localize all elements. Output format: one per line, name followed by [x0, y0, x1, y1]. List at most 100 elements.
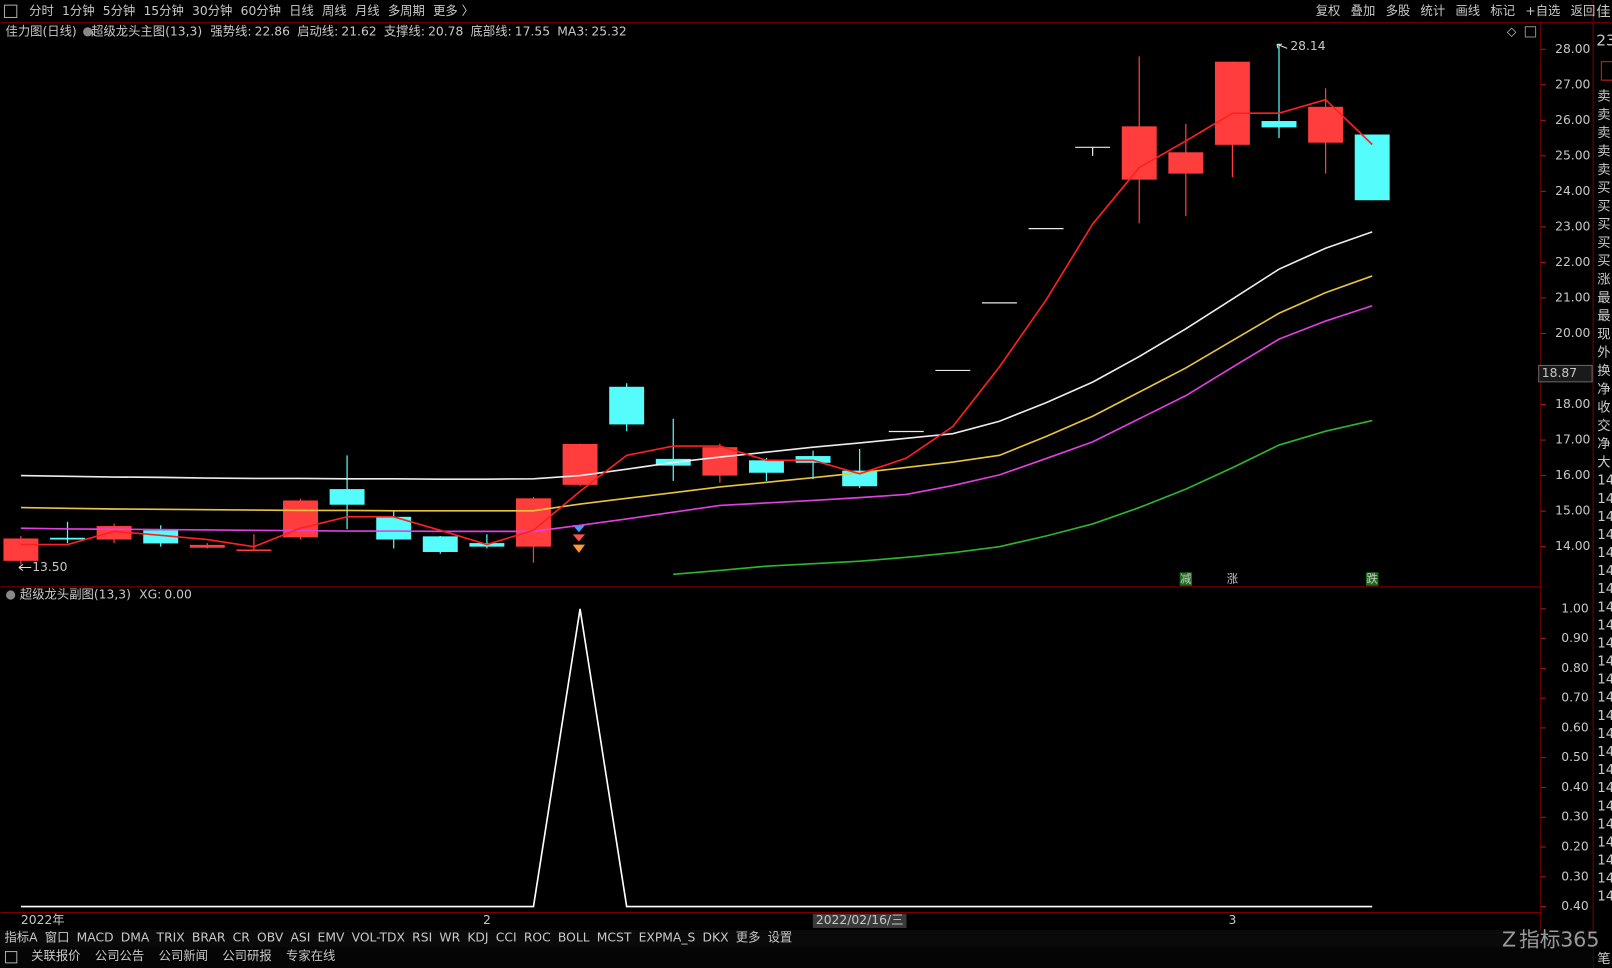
legend-value: 21.62 [341, 24, 376, 38]
indicator-tab[interactable]: MCST [597, 931, 632, 945]
side-label: 外 [1597, 345, 1610, 361]
side-number: 14 [1597, 799, 1612, 814]
tool-button[interactable]: 统计 [1421, 4, 1446, 18]
indicator-tab[interactable]: OBV [257, 931, 284, 945]
indicator-name: 超级龙头主图(13,3) [91, 23, 202, 38]
indicator-icon[interactable] [83, 27, 93, 37]
tool-button[interactable]: 叠加 [1351, 4, 1376, 18]
side-number: 14 [1597, 872, 1612, 887]
period-tab[interactable]: 周线 [322, 4, 347, 18]
link-icon[interactable] [4, 951, 18, 964]
indicator-tab[interactable]: 设置 [768, 931, 793, 945]
period-tab[interactable]: 月线 [355, 4, 380, 18]
period-tab[interactable]: 更多 〉 [433, 4, 474, 18]
side-label: 卖 [1597, 125, 1610, 141]
candle-body [516, 498, 551, 547]
tool-button[interactable]: 返回 [1571, 4, 1596, 18]
y-tick-label: 15.00 [1555, 504, 1590, 518]
tool-button[interactable]: 标记 [1490, 4, 1515, 18]
side-label: 卖 [1597, 162, 1610, 178]
period-tab[interactable]: 15分钟 [143, 3, 183, 18]
side-label: 收 [1597, 400, 1610, 416]
indicator-tab[interactable]: DKX [703, 931, 730, 945]
tab-bar [0, 929, 1594, 948]
y-tick-label: 17.00 [1555, 433, 1590, 447]
menu-icon[interactable] [3, 4, 18, 18]
indicator-tab[interactable]: DMA [121, 931, 150, 945]
side-number: 14 [1597, 564, 1612, 579]
y-tick-label: 18.00 [1555, 397, 1590, 411]
indicator-tab[interactable]: 更多 [736, 931, 761, 945]
indicator-tab[interactable]: 指标A [4, 930, 38, 945]
panel-control[interactable] [1524, 26, 1537, 38]
legend-value: 25.32 [591, 24, 626, 38]
y-tick-label: 0.40 [1561, 780, 1589, 794]
indicator-tab[interactable]: CR [233, 931, 251, 945]
indicator-tab[interactable]: RSI [412, 931, 432, 945]
indicator-tab[interactable]: EMV [318, 931, 345, 945]
indicator-tab[interactable]: TRIX [156, 931, 186, 945]
candle-body [1214, 61, 1250, 145]
side-label: 买 [1597, 180, 1610, 196]
period-tab[interactable]: 5分钟 [103, 3, 136, 18]
candle-body [1261, 121, 1297, 128]
legend-value: 17.55 [515, 24, 550, 38]
x-tick-label: 2022年 [21, 913, 65, 927]
candle-body [842, 470, 878, 487]
indicator-tab[interactable]: 窗口 [45, 931, 70, 945]
indicator-tab[interactable]: ASI [290, 931, 310, 945]
bottom-link[interactable]: 公司公告 [95, 949, 144, 963]
tool-button[interactable]: 多股 [1386, 4, 1411, 18]
candle-body [1168, 152, 1204, 174]
y-tick-label: 25.00 [1555, 148, 1590, 162]
side-number: 14 [1597, 474, 1612, 489]
signal-icon [572, 534, 586, 542]
side-number: 14 [1597, 673, 1612, 688]
indicator-tab[interactable]: EXPMA_S [639, 931, 696, 945]
panel-control[interactable]: ◇ [1507, 24, 1517, 38]
side-number: 14 [1597, 600, 1612, 615]
period-tab[interactable]: 多周期 [388, 4, 425, 18]
signal-label: 跌 [1367, 572, 1378, 586]
price-marker-box [1538, 364, 1593, 383]
tool-button[interactable]: +自选 [1525, 4, 1560, 18]
legend-name: 支撑线: [384, 23, 425, 38]
legend-value: 22.86 [255, 24, 290, 38]
period-tab[interactable]: 60分钟 [241, 3, 281, 18]
bottom-link[interactable]: 公司研报 [222, 948, 271, 963]
signal-label: 涨 [1227, 573, 1238, 586]
indicator-tab[interactable]: MACD [77, 931, 114, 945]
tool-button[interactable]: 画线 [1455, 4, 1480, 18]
candle-body [3, 538, 39, 561]
watermark: 指标365 [1519, 927, 1599, 951]
indicator-tab[interactable]: CCI [496, 931, 517, 945]
period-tab[interactable]: 分时 [29, 4, 54, 18]
bottom-link[interactable]: 专家在线 [286, 948, 335, 963]
x-tick-label: 2 [483, 913, 491, 927]
indicator-tab[interactable]: BRAR [192, 931, 226, 945]
side-number: 14 [1597, 854, 1612, 869]
y-tick-label: 20.00 [1555, 326, 1590, 340]
candle-body [50, 537, 85, 540]
indicator-tab[interactable]: ROC [524, 931, 551, 945]
indicator-icon[interactable] [6, 590, 16, 600]
signal-label: 减 [1180, 573, 1191, 586]
indicator-tab[interactable]: KDJ [467, 931, 488, 945]
bottom-link[interactable]: 关联报价 [31, 948, 80, 963]
y-tick-label: 16.00 [1555, 468, 1590, 482]
period-tab[interactable]: 30分钟 [192, 3, 232, 18]
candle-body [189, 544, 225, 548]
y-tick-label: 0.30 [1561, 869, 1589, 883]
indicator-tab[interactable]: BOLL [558, 931, 590, 945]
indicator-tab[interactable]: VOL-TDX [352, 931, 406, 945]
period-tab[interactable]: 日线 [289, 4, 314, 18]
period-tab[interactable]: 1分钟 [62, 3, 95, 18]
bottom-link[interactable]: 公司新闻 [159, 948, 208, 963]
tool-button[interactable]: 复权 [1316, 4, 1341, 18]
indicator-line [20, 304, 1373, 533]
legend-value: 20.78 [428, 24, 463, 38]
side-number: 14 [1597, 618, 1612, 633]
indicator-tab[interactable]: WR [439, 931, 460, 945]
side-label: 最 [1597, 290, 1610, 306]
